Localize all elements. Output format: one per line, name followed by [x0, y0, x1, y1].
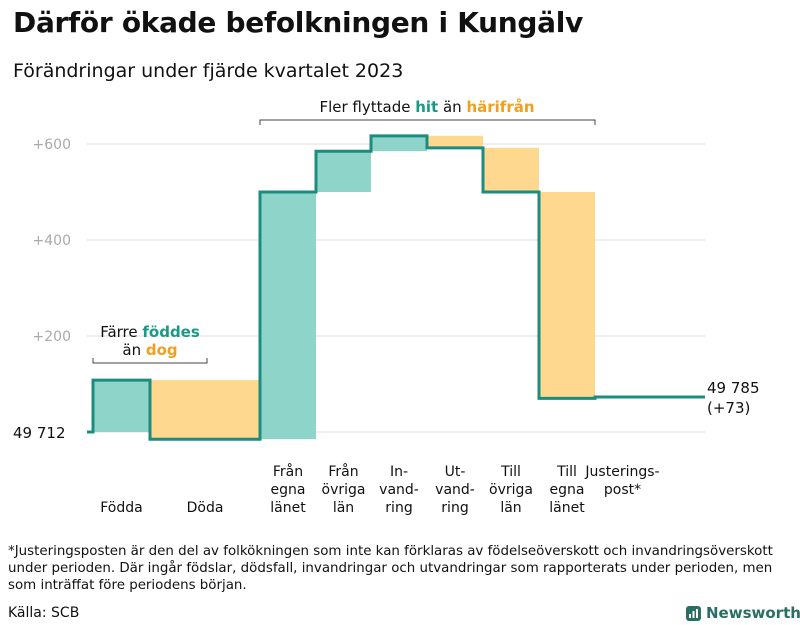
category-label: län — [500, 500, 521, 516]
annotation-highlight-orange: dog — [146, 341, 178, 359]
chart-subtitle: Förändringar under fjärde kvartalet 2023 — [13, 60, 404, 82]
waterfall-bar — [539, 192, 595, 399]
annotation-highlight-teal: hit — [415, 98, 438, 116]
annotation-text: än — [122, 341, 145, 359]
source-label: Källa: SCB — [8, 605, 80, 621]
category-label: Från — [273, 463, 303, 480]
chart-title: Därför ökade befolkningen i Kungälv — [13, 6, 584, 39]
annotation-text: Fler flyttade — [319, 98, 415, 116]
category-label: länet — [549, 500, 585, 516]
waterfall-chart: +200 +400 +600 49 712 49 785 (+73) Födda Döda Fr… — [13, 98, 760, 516]
category-label: länet — [270, 500, 306, 516]
category-label: Ut- — [445, 464, 466, 480]
category-label: Till — [556, 464, 577, 480]
y-tick-label: +600 — [33, 137, 71, 153]
category-label: ring — [385, 500, 412, 516]
annotation-text: än — [438, 98, 466, 116]
waterfall-bar — [483, 147, 539, 192]
category-label: Från — [328, 463, 358, 480]
brand-name: Newsworthy — [706, 604, 800, 622]
annotation-text: Färre — [100, 323, 142, 341]
end-change-label: (+73) — [707, 399, 750, 417]
category-label: egna — [271, 482, 306, 498]
births-bracket — [92, 358, 208, 364]
category-label: Döda — [187, 500, 224, 516]
end-value-label: 49 785 — [707, 379, 760, 397]
births-annotation-line1: Färre föddes — [100, 323, 200, 341]
category-label: post* — [604, 482, 641, 498]
waterfall-bar — [427, 135, 483, 148]
migration-bracket — [259, 119, 596, 125]
category-label: Till — [500, 464, 521, 480]
start-value-label: 49 712 — [13, 424, 66, 442]
waterfall-bar — [93, 380, 150, 432]
migration-annotation: Fler flyttade hit än härifrån — [319, 98, 534, 116]
category-label: egna — [550, 482, 585, 498]
waterfall-bar — [260, 192, 316, 440]
waterfall-bar — [371, 135, 427, 152]
category-label: Justerings- — [584, 464, 659, 480]
brand-logo: Newsworthy — [686, 604, 800, 622]
births-annotation-line2: än dog — [122, 341, 177, 359]
category-label: ring — [441, 500, 468, 516]
category-label: vand- — [379, 482, 419, 498]
y-tick-label: +400 — [33, 233, 71, 249]
waterfall-bar — [150, 380, 260, 440]
footnote: *Justeringsposten är den del av folkökni… — [8, 544, 773, 593]
running-total-line — [87, 134, 705, 441]
category-label: övriga — [322, 482, 366, 498]
annotation-highlight-teal: föddes — [142, 323, 199, 341]
annotation-highlight-orange: härifrån — [466, 98, 534, 116]
category-label: Födda — [100, 500, 142, 516]
waterfall-bar — [316, 151, 371, 192]
category-label: In- — [390, 464, 408, 480]
category-label: vand- — [435, 482, 475, 498]
category-label: län — [333, 500, 354, 516]
newsworthy-logo-icon — [686, 605, 701, 621]
y-tick-label: +200 — [33, 329, 71, 345]
category-label: övriga — [489, 482, 533, 498]
